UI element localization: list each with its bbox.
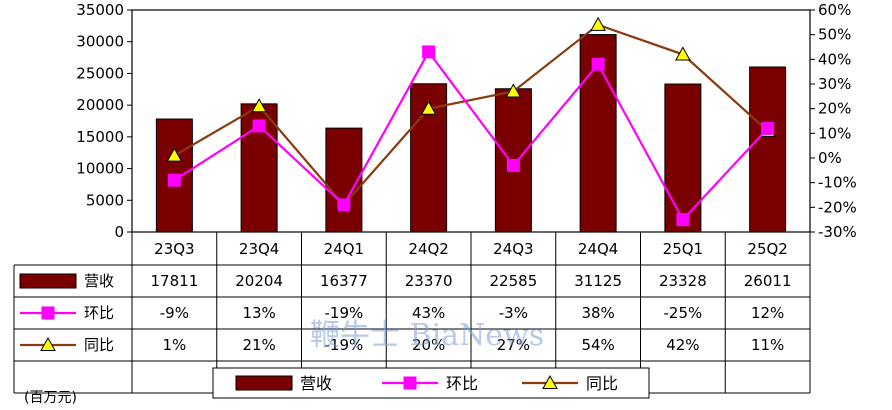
yoy-value-label: 42%	[666, 336, 699, 354]
qoq-row-key-marker	[41, 306, 55, 320]
yoy-point	[251, 98, 267, 113]
category-label: 25Q1	[663, 240, 703, 258]
qoq-value-label: -19%	[324, 304, 363, 322]
yoy-value-label: 27%	[497, 336, 530, 354]
qoq-point	[506, 158, 520, 172]
qoq-value-label: -9%	[160, 304, 189, 322]
qoq-value-label: 38%	[581, 304, 614, 322]
category-label: 24Q4	[578, 240, 618, 258]
right-axis-tick-label: 20%	[818, 100, 851, 118]
watermark: 鞭牛士 BiaNews	[310, 318, 544, 353]
right-axis-tick-label: 60%	[818, 1, 851, 19]
qoq-point	[761, 121, 775, 135]
qoq-value-label: 43%	[412, 304, 445, 322]
revenue-bar	[749, 66, 787, 233]
category-label: 24Q3	[493, 240, 533, 258]
qoq-point	[591, 57, 605, 71]
qoq-point	[167, 173, 181, 187]
category-label: 24Q1	[324, 240, 364, 258]
right-axis-tick-label: 50%	[818, 26, 851, 44]
yoy-value-label: 11%	[751, 336, 784, 354]
revenue-value-label: 31125	[574, 272, 622, 290]
revenue-row-label: 营收	[84, 272, 114, 290]
yoy-value-label: -19%	[324, 336, 363, 354]
yoy-value-label: 20%	[412, 336, 445, 354]
yoy-point	[505, 83, 522, 98]
yoy-value-label: 21%	[242, 336, 275, 354]
yoy-row-label: 同比	[84, 336, 114, 354]
revenue-value-label: 17811	[151, 272, 199, 290]
qoq-value-label: 13%	[242, 304, 275, 322]
qoq-point	[422, 45, 436, 59]
qoq-line	[173, 49, 769, 222]
yoy-legend-label: 同比	[586, 374, 618, 393]
right-axis-tick-label: 40%	[818, 50, 851, 68]
yoy-point	[420, 100, 437, 115]
right-axis-tick-label: -30%	[818, 223, 857, 241]
category-label: 25Q2	[747, 240, 787, 258]
yoy-line	[173, 23, 769, 207]
left-axis-tick-label: 15000	[76, 128, 124, 146]
qoq-legend-label: 环比	[446, 374, 478, 393]
revenue-row-key	[19, 273, 77, 289]
category-label: 24Q2	[408, 240, 448, 258]
left-axis-tick-label: 0	[114, 223, 124, 241]
revenue-legend-key	[235, 375, 293, 391]
left-axis-tick-label: 35000	[76, 1, 124, 19]
left-axis-tick-label: 25000	[76, 64, 124, 82]
revenue-bar	[325, 127, 363, 233]
category-label: 23Q4	[239, 240, 279, 258]
qoq-legend-key-marker	[403, 376, 417, 390]
category-label: 23Q3	[154, 240, 194, 258]
yoy-point	[166, 147, 183, 162]
revenue-value-label: 22585	[490, 272, 538, 290]
revenue-value-label: 23370	[405, 272, 453, 290]
qoq-point	[676, 213, 690, 227]
qoq-value-label: -3%	[499, 304, 528, 322]
left-axis-tick-label: 30000	[76, 33, 124, 51]
right-axis-tick-label: -20%	[818, 198, 857, 216]
yoy-row-key-marker	[40, 336, 56, 351]
qoq-value-label: 12%	[751, 304, 784, 322]
yoy-legend-key-marker	[542, 374, 558, 389]
revenue-value-label: 23328	[659, 272, 707, 290]
revenue-value-label: 26011	[744, 272, 792, 290]
yoy-point	[675, 46, 691, 61]
right-axis-tick-label: 10%	[818, 124, 851, 142]
yoy-value-label: 54%	[581, 336, 614, 354]
revenue-value-label: 16377	[320, 272, 368, 290]
right-axis-tick-label: 0%	[818, 149, 842, 167]
qoq-point	[252, 119, 266, 133]
right-axis-tick-label: 30%	[818, 75, 851, 93]
revenue-bar	[664, 83, 702, 233]
unit-label: (百万元)	[24, 390, 77, 406]
left-axis-tick-label: 10000	[76, 160, 124, 178]
right-axis-tick-label: -10%	[818, 174, 857, 192]
revenue-value-label: 20204	[235, 272, 283, 290]
yoy-value-label: 1%	[162, 336, 186, 354]
revenue-legend-label: 营收	[300, 374, 332, 393]
qoq-value-label: -25%	[663, 304, 702, 322]
left-axis-tick-label: 20000	[76, 96, 124, 114]
yoy-point	[590, 16, 606, 31]
qoq-row-label: 环比	[84, 304, 114, 322]
left-axis-tick-label: 5000	[86, 191, 124, 209]
qoq-point	[337, 198, 351, 212]
